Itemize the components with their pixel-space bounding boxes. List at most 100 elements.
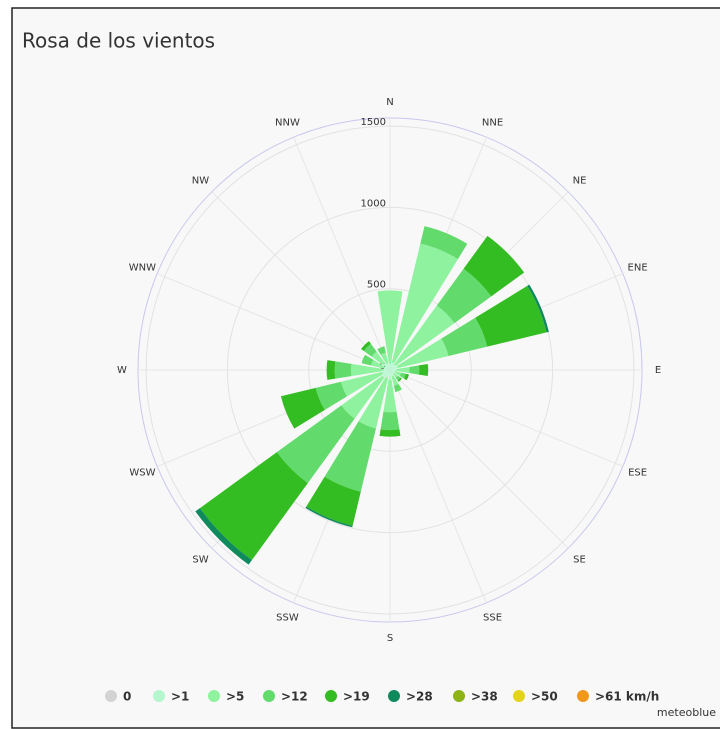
legend-swatch: [263, 690, 275, 702]
radial-grid-line: [389, 369, 569, 549]
wedge-segment: [377, 290, 403, 364]
wedge-segment: [361, 354, 374, 366]
legend-swatch: [577, 690, 589, 702]
wedge-segment: [396, 338, 449, 369]
radial-grid-line: [293, 136, 391, 371]
direction-label: S: [387, 633, 393, 644]
direction-label: WNW: [129, 262, 156, 273]
grid-circle: [226, 206, 554, 534]
wedge-segment: [363, 343, 377, 357]
direction-label: SSE: [483, 613, 502, 624]
direction-label: NNE: [482, 117, 503, 128]
wedge-segment: [383, 368, 390, 372]
wedge-segment: [386, 363, 390, 370]
legend-swatch: [208, 690, 220, 702]
wedge-segment: [403, 373, 409, 381]
direction-label: NNW: [275, 117, 300, 128]
wedge-segment: [441, 317, 488, 356]
legend-label: >50: [531, 690, 558, 704]
wedge-segment: [326, 360, 336, 380]
wedge-segment: [409, 365, 420, 375]
wedge-segment: [475, 285, 547, 347]
wedge-segment: [383, 363, 390, 370]
direction-label: WSW: [129, 468, 155, 479]
wedge-segment: [306, 476, 361, 526]
wedge-segment: [393, 383, 402, 393]
wedge-segment: [380, 352, 389, 365]
wedge-segment: [527, 284, 549, 333]
legend-label: >61 km/h: [595, 690, 659, 704]
wedge-segment: [350, 363, 384, 377]
wedge-segment: [390, 364, 396, 370]
wedge-segment: [390, 370, 394, 377]
wedge-segment: [394, 371, 402, 376]
legend-label: >19: [343, 690, 370, 704]
radial-grid-line: [156, 273, 391, 371]
wedge-segment: [399, 372, 406, 379]
wedge-segment: [371, 359, 385, 369]
wedge-segment: [420, 226, 468, 260]
y-tick-label: 1500: [361, 117, 386, 128]
wedge-segment: [379, 429, 401, 437]
wedge-segment: [377, 346, 386, 355]
legend-swatch: [453, 690, 465, 702]
wedge-segment: [463, 235, 525, 297]
wedge-segment: [388, 370, 392, 380]
direction-label: SE: [573, 555, 586, 566]
wedge-segment: [391, 375, 399, 386]
direction-label: ENE: [628, 262, 648, 273]
direction-label: SW: [192, 555, 208, 566]
direction-label: ESE: [628, 468, 647, 479]
wedge-segment: [418, 364, 429, 376]
direction-label: SSW: [276, 613, 299, 624]
legend-label: >1: [171, 690, 189, 704]
wedge-segment: [383, 379, 397, 413]
legend-label: 0: [123, 690, 131, 704]
direction-label: W: [117, 365, 127, 376]
chart-title: Rosa de los vientos: [22, 29, 215, 53]
legend-swatch: [325, 690, 337, 702]
grid-circle: [308, 288, 472, 452]
wedge-segment: [340, 371, 384, 397]
wedge-segment: [199, 452, 308, 561]
wedge-segment: [388, 363, 392, 370]
wedge-segment: [390, 370, 394, 374]
wedge-segment: [436, 268, 492, 324]
wedge-segment: [393, 305, 455, 367]
wedge-segment: [390, 362, 395, 370]
wedge-segment: [195, 508, 252, 565]
wedge-segment: [305, 506, 353, 528]
radial-grid-line: [389, 369, 624, 467]
wedge-segment: [392, 372, 398, 378]
wedge-segment: [385, 370, 390, 378]
y-tick-label: 1000: [361, 198, 386, 209]
radial-grid-line: [211, 191, 391, 371]
legend-label: >28: [406, 690, 433, 704]
wedge-segment: [380, 411, 400, 431]
wedge-segment: [358, 376, 389, 429]
legend-swatch: [105, 690, 117, 702]
grid-circle: [145, 125, 635, 615]
wedge-segment: [334, 361, 352, 379]
legend-swatch: [388, 690, 400, 702]
legend-label: >5: [226, 690, 244, 704]
wedge-segment: [280, 387, 325, 429]
wedge-segment: [371, 351, 386, 366]
legend-label: >38: [471, 690, 498, 704]
wedge-segment: [276, 405, 355, 484]
direction-label: N: [386, 97, 393, 108]
legend-label: >12: [281, 690, 308, 704]
wedge-segment: [382, 370, 390, 378]
credit: meteoblue: [657, 706, 716, 719]
wedge-segment: [390, 370, 395, 373]
legend-swatch: [153, 690, 165, 702]
wedge-segment: [390, 365, 398, 370]
wedge-segment: [315, 381, 348, 410]
direction-label: E: [655, 365, 661, 376]
wedge-segment: [395, 375, 401, 381]
wedge-segment: [382, 370, 390, 375]
direction-label: NW: [192, 175, 209, 186]
wedge-segment: [397, 377, 402, 382]
direction-label: NE: [573, 175, 587, 186]
